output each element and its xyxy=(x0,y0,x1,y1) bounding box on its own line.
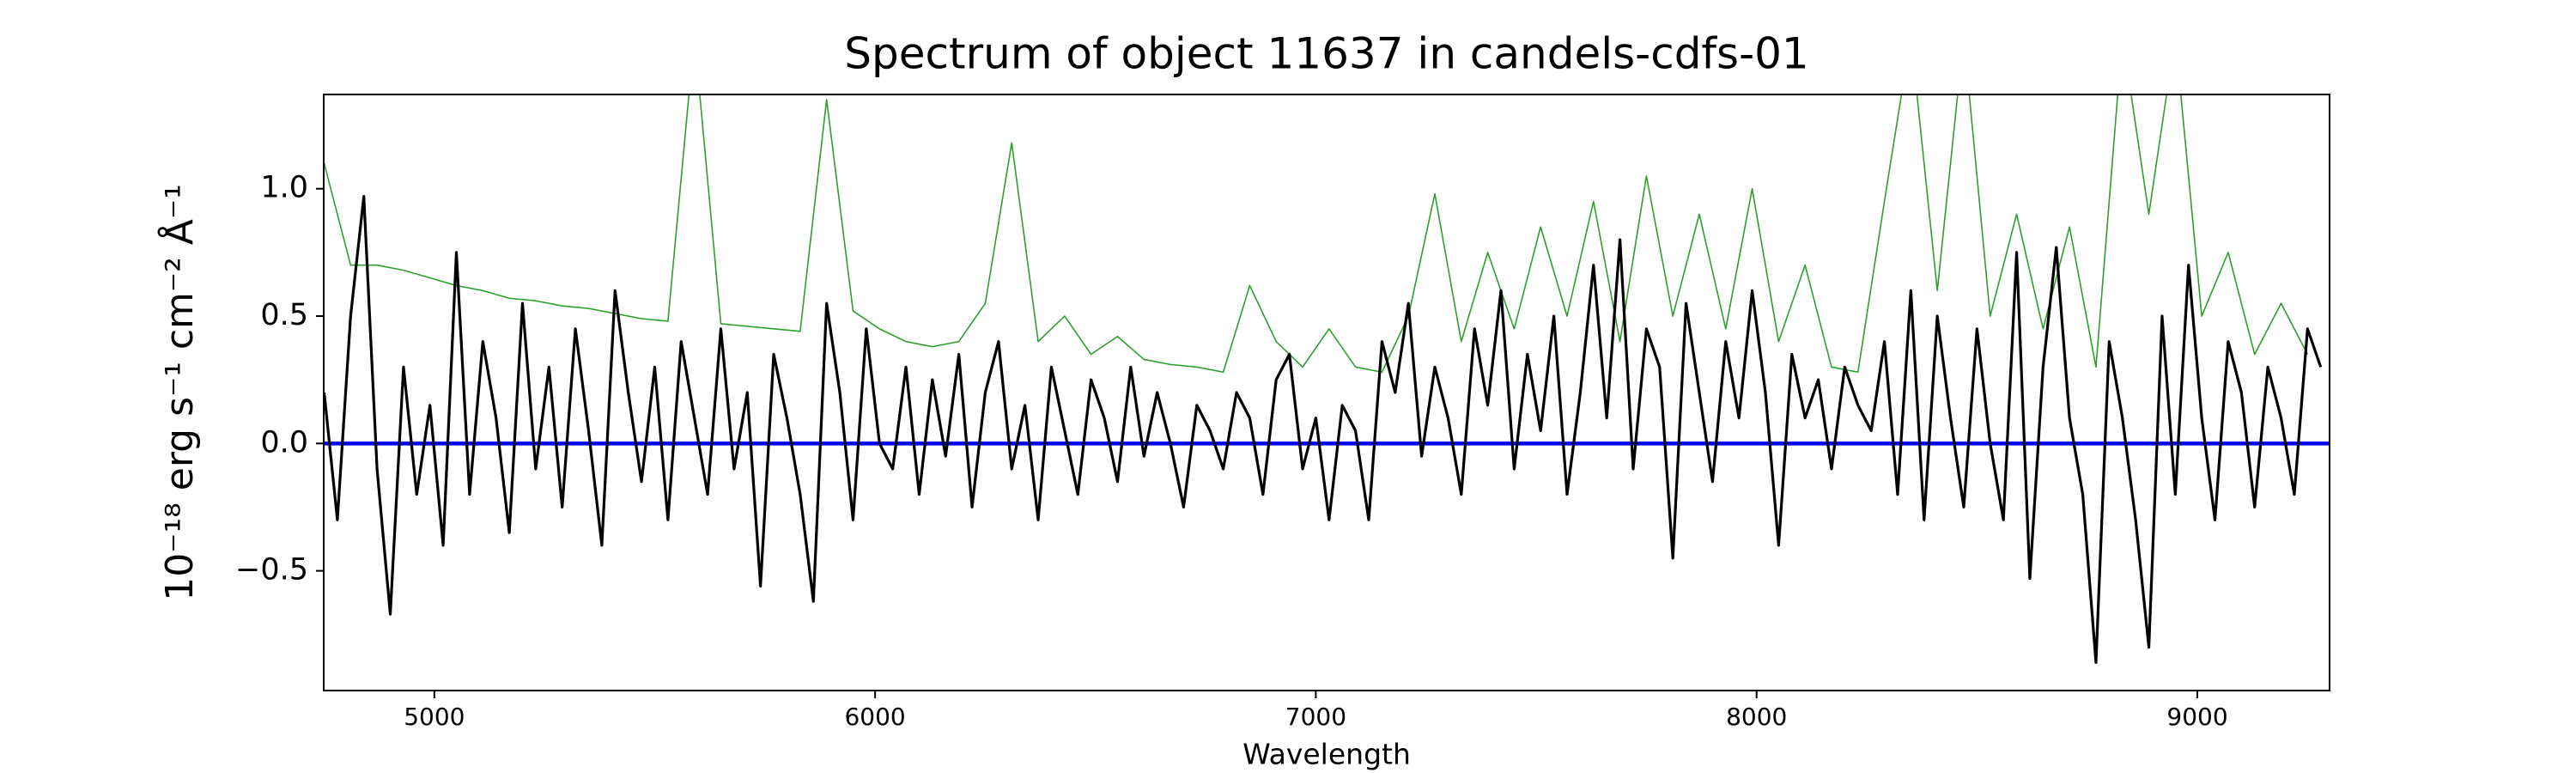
plot-area xyxy=(324,94,2330,664)
x-tick-label: 7000 xyxy=(1285,703,1346,731)
chart-title: Spectrum of object 11637 in candels-cdfs… xyxy=(844,29,1809,79)
x-tick-label: 8000 xyxy=(1726,703,1787,731)
x-tick-label: 6000 xyxy=(844,703,905,731)
spectrum-line xyxy=(324,195,2323,664)
axes-frame xyxy=(323,94,2330,691)
y-tick-label: −0.5 xyxy=(235,553,308,587)
y-tick-label: 1.0 xyxy=(260,171,308,205)
x-tick-label: 9000 xyxy=(2166,703,2227,731)
y-tick-label: 0.0 xyxy=(260,425,308,460)
spectrum-line xyxy=(324,94,2309,374)
y-tick-label: 0.5 xyxy=(260,298,308,332)
y-axis-label: 10⁻¹⁸ erg s⁻¹ cm⁻² Å⁻¹ xyxy=(156,184,202,600)
x-tick-label: 5000 xyxy=(404,703,465,731)
x-axis-label: Wavelength xyxy=(1242,738,1411,771)
